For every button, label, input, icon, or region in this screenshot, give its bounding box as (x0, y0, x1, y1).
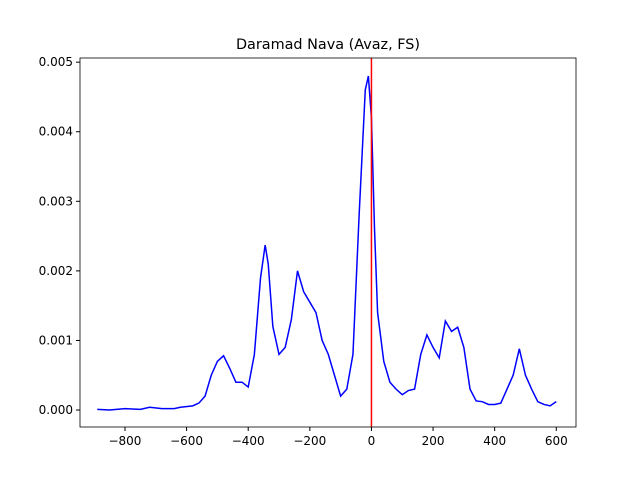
x-tick-label: −800 (108, 434, 141, 448)
x-tick-label: −400 (232, 434, 265, 448)
y-tick-label: 0.003 (39, 194, 73, 208)
x-tick-label: −200 (293, 434, 326, 448)
x-tick-label: 400 (483, 434, 506, 448)
plot-frame (79, 57, 577, 428)
y-tick-label: 0.000 (39, 403, 73, 417)
y-tick-label: 0.001 (39, 333, 73, 347)
x-tick-label: 600 (545, 434, 568, 448)
y-tick-label: 0.005 (39, 55, 73, 69)
x-tick-label: −600 (170, 434, 203, 448)
y-tick-label: 0.002 (39, 264, 73, 278)
data-line (97, 75, 557, 411)
chart-title: Daramad Nava (Avaz, FS) (236, 37, 420, 53)
x-tick-label: 0 (368, 434, 376, 448)
x-tick-label: 200 (422, 434, 445, 448)
y-tick-label: 0.004 (39, 125, 73, 139)
